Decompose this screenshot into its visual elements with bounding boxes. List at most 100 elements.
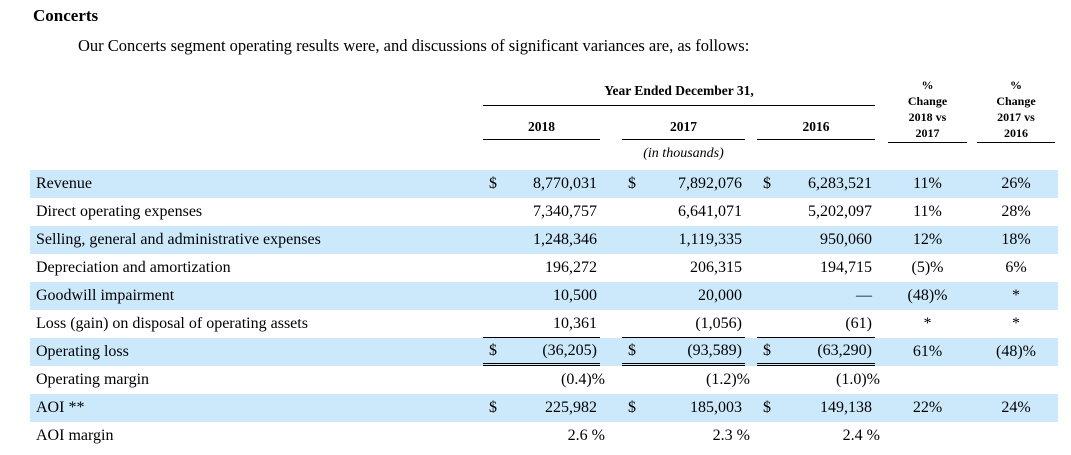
dollar-sign: $ [763, 341, 771, 359]
cell-2018: $ 225,982 [483, 394, 600, 422]
row-label: AOI ** [36, 399, 85, 416]
cell-pct-change-2017-vs-2016: 24% [1001, 399, 1031, 416]
cell-value: 10,500 [553, 287, 597, 304]
table-row: Direct operating expenses 7,340,757 6,64… [30, 198, 1058, 226]
cell-value: 6,283,521 [808, 175, 872, 192]
cell-pct-change-2018-vs-2017: (5)% [911, 259, 944, 276]
cell-pct-change-2018-vs-2017: (48)% [907, 287, 948, 304]
cell-pct-change-2018-vs-2017: 12% [912, 231, 943, 248]
pct-header-line: 2017 vs [997, 110, 1035, 124]
cell-value: 196,272 [545, 259, 597, 276]
cell-2018: $ (36,205) [483, 338, 600, 366]
column-header-2018: 2018 [483, 119, 600, 140]
units-note: (in thousands) [643, 146, 724, 161]
pct-header-line: 2018 vs [908, 110, 947, 124]
cell-pct-change-2017-vs-2016: (48)% [996, 343, 1036, 360]
cell-value: (0.4)% [561, 371, 605, 388]
cell-2016: 950,060 [757, 226, 875, 254]
row-label: Depreciation and amortization [36, 259, 231, 276]
cell-value: (61) [845, 314, 872, 332]
cell-2018: 7,340,757 [483, 198, 600, 226]
row-label: Goodwill impairment [36, 287, 175, 304]
cell-2017: $ 185,003 [622, 394, 745, 422]
column-header-2017: 2017 [622, 119, 745, 140]
cell-2018: 1,248,346 [483, 226, 600, 254]
cell-pct-change-2018-vs-2017: 61% [912, 343, 943, 360]
cell-pct-change-2017-vs-2016: 6% [1005, 259, 1027, 276]
cell-value: 2.3 % [712, 427, 750, 444]
dollar-sign: $ [763, 399, 771, 416]
cell-value: 10,361 [553, 314, 597, 332]
cell-value: 1,119,335 [678, 231, 742, 248]
pct-header-line: Change [996, 94, 1036, 108]
cell-value: (36,205) [542, 341, 597, 359]
cell-value: 2.4 % [842, 427, 880, 444]
pct-header-line: % [921, 78, 934, 92]
cell-2016: $ 6,283,521 [757, 170, 875, 198]
cell-2017: $ 7,892,076 [622, 170, 745, 198]
dollar-sign: $ [489, 175, 497, 192]
row-label: Loss (gain) on disposal of operating ass… [36, 315, 308, 332]
cell-pct-change-2017-vs-2016: 18% [1001, 231, 1031, 248]
cell-value: (1.2)% [706, 371, 750, 388]
cell-2017: $ (93,589) [622, 338, 745, 366]
dollar-sign: $ [489, 399, 497, 416]
cell-2016: $ (63,290) [757, 338, 875, 366]
row-label: Direct operating expenses [36, 203, 203, 220]
cell-pct-change-2017-vs-2016: 28% [1001, 203, 1031, 220]
cell-value: 7,340,757 [533, 203, 597, 220]
row-label: Operating margin [36, 371, 150, 388]
cell-2016: — [757, 282, 875, 310]
pct-header-line: 2016 [1004, 126, 1028, 140]
cell-2018: 10,500 [483, 282, 600, 310]
table-row: AOI margin 2.6 % 2.3 % 2.4 % [30, 422, 1058, 450]
pct-header-line: Change [907, 94, 948, 108]
cell-value: — [856, 287, 872, 304]
cell-value: 225,982 [545, 399, 597, 416]
cell-value: (1.0)% [836, 371, 880, 388]
dollar-sign: $ [763, 175, 771, 192]
cell-value: (63,290) [817, 341, 872, 359]
row-label: Selling, general and administrative expe… [36, 231, 321, 248]
table-row: Revenue $ 8,770,031 $ 7,892,076 $ 6,283,… [30, 170, 1058, 198]
table-row: AOI ** $ 225,982 $ 185,003 $ 149,138 22%… [30, 394, 1058, 422]
section-heading: Concerts [33, 6, 99, 25]
cell-2016: (1.0)% [757, 366, 880, 394]
cell-2017: (1.2)% [622, 366, 750, 394]
cell-value: 185,003 [690, 399, 742, 416]
table-row: Operating loss $ (36,205) $ (93,589) $ (… [30, 338, 1058, 366]
dollar-sign: $ [628, 175, 636, 192]
cell-value: 194,715 [820, 259, 872, 276]
dollar-sign: $ [489, 341, 497, 359]
cell-pct-change-2018-vs-2017: 22% [912, 399, 943, 416]
intro-paragraph: Our Concerts segment operating results w… [78, 36, 750, 55]
table-row: Operating margin (0.4)% (1.2)% (1.0)% [30, 366, 1058, 394]
cell-2016: 5,202,097 [757, 198, 875, 226]
row-label: Revenue [36, 175, 92, 192]
cell-value: 8,770,031 [533, 175, 597, 192]
cell-2018: 2.6 % [483, 422, 605, 450]
table-body: Revenue $ 8,770,031 $ 7,892,076 $ 6,283,… [30, 170, 1058, 450]
cell-value: (93,589) [687, 341, 742, 359]
cell-2017: 6,641,071 [622, 198, 745, 226]
cell-value: 2.6 % [567, 427, 605, 444]
cell-pct-change-2017-vs-2016: * [1012, 287, 1020, 304]
row-label: AOI margin [36, 427, 114, 444]
cell-value: 7,892,076 [678, 175, 742, 192]
cell-2018: 10,361 [483, 310, 600, 338]
cell-value: 1,248,346 [533, 231, 597, 248]
table-row: Depreciation and amortization 196,272 20… [30, 254, 1058, 282]
table-row: Goodwill impairment 10,500 20,000 — (48)… [30, 282, 1058, 310]
row-label: Operating loss [36, 343, 129, 360]
pct-header-line: % [1010, 78, 1022, 92]
cell-2016: (61) [757, 310, 875, 338]
cell-2016: 2.4 % [757, 422, 880, 450]
column-header-2016: 2016 [757, 119, 875, 140]
cell-2017: 1,119,335 [622, 226, 745, 254]
cell-value: 6,641,071 [678, 203, 742, 220]
cell-2017: 206,315 [622, 254, 745, 282]
cell-pct-change-2018-vs-2017: 11% [913, 203, 942, 220]
cell-2018: (0.4)% [483, 366, 605, 394]
table-row: Loss (gain) on disposal of operating ass… [30, 310, 1058, 338]
